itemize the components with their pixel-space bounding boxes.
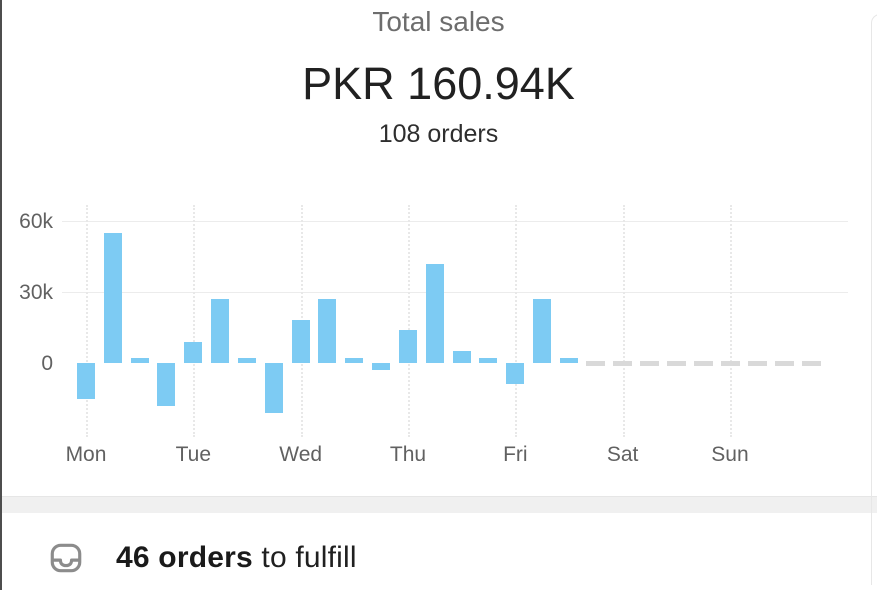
h-gridline — [62, 291, 848, 293]
bar[interactable] — [291, 320, 310, 363]
card-title: Total sales — [372, 6, 505, 37]
bar[interactable] — [318, 299, 337, 363]
x-tick-label-sun: Sun — [711, 443, 749, 466]
bar[interactable] — [345, 358, 364, 363]
x-tick-label-sat: Sat — [606, 443, 639, 466]
x-tick-label-fri: Fri — [503, 443, 528, 466]
bar[interactable] — [372, 363, 391, 371]
chart-plot-area — [62, 205, 848, 437]
orders-to-fulfill-count: 46 orders — [116, 540, 253, 574]
h-gridline — [62, 220, 848, 222]
bar[interactable] — [211, 299, 230, 363]
y-tick-label: 60k — [19, 209, 53, 233]
v-gridline-sun — [729, 205, 732, 437]
bar[interactable] — [130, 358, 149, 363]
x-tick-label-wed: Wed — [279, 443, 323, 466]
total-sales-header: Total sales PKR 160.94K 108 orders — [0, 0, 877, 149]
bar[interactable] — [237, 358, 256, 363]
y-tick-label: 0 — [41, 352, 53, 375]
bar[interactable] — [77, 363, 95, 399]
total-sales-bar-chart[interactable]: 60k 30k 0 Mon Tue Wed Thu Fri Sat Sun — [0, 0, 877, 480]
orders-to-fulfill-row[interactable]: 46 orders to fulfill — [0, 513, 877, 602]
adjacent-card-edge — [871, 14, 877, 585]
orders-to-fulfill-label: 46 orders to fulfill — [116, 541, 357, 575]
inbox-icon — [50, 543, 82, 572]
v-gridline-sat — [622, 205, 625, 437]
orders-to-fulfill-suffix: to fulfill — [252, 540, 357, 574]
v-gridline-mon — [86, 205, 88, 437]
bar[interactable] — [533, 299, 552, 363]
bar[interactable] — [559, 358, 578, 363]
screen-left-border — [0, 0, 2, 590]
orders-count: 108 orders — [378, 120, 499, 148]
bar[interactable] — [452, 351, 471, 363]
v-gridline-tue — [193, 205, 196, 437]
bar[interactable] — [157, 363, 176, 406]
bar[interactable] — [506, 363, 525, 385]
v-gridline-thu — [407, 205, 410, 437]
bar[interactable] — [425, 263, 444, 363]
bar[interactable] — [264, 363, 283, 413]
y-tick-label: 30k — [19, 280, 53, 304]
x-tick-label-thu: Thu — [389, 443, 427, 466]
bar[interactable] — [479, 358, 498, 363]
bar[interactable] — [184, 341, 203, 363]
v-gridline-fri — [515, 205, 518, 437]
bar[interactable] — [103, 232, 122, 363]
x-tick-label-tue: Tue — [175, 443, 212, 466]
future-days-dashed-line — [586, 360, 824, 366]
bar[interactable] — [398, 329, 417, 363]
total-sales-value: PKR 160.94K — [302, 58, 575, 109]
x-tick-label-mon: Mon — [65, 443, 107, 466]
card-gap-band — [0, 496, 877, 513]
